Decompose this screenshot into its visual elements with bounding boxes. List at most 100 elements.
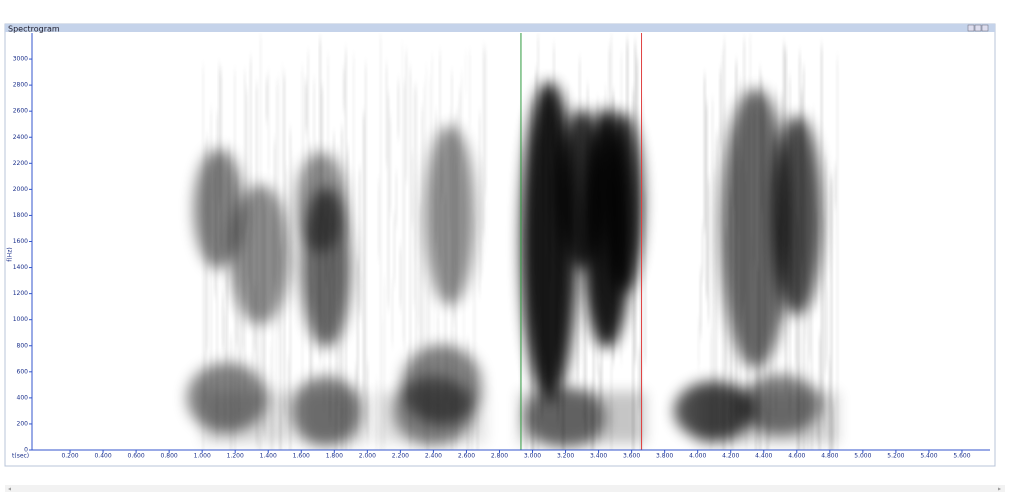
x-tick-label: 3.400 (590, 453, 607, 460)
spectral-streak (359, 169, 361, 314)
spectral-streak (481, 158, 483, 277)
spectral-streak (644, 194, 646, 363)
y-tick-label: 1200 (13, 290, 28, 297)
spectral-streak (719, 70, 721, 146)
spectral-streak (642, 100, 644, 165)
spectral-streak (706, 103, 708, 297)
spectral-streak (399, 247, 401, 307)
spectral-streak (361, 276, 363, 324)
x-tick-label: 3.800 (656, 453, 673, 460)
x-tick-label: 3.600 (623, 453, 640, 460)
spectral-streak (389, 116, 391, 214)
y-tick-label: 2200 (13, 160, 28, 167)
y-axis-label: f(Hz) (7, 247, 14, 261)
spectral-streak (387, 93, 389, 307)
y-tick-label: 1600 (13, 238, 28, 245)
spectral-streak (485, 49, 487, 193)
spectral-streak (411, 153, 413, 225)
formant (425, 125, 475, 305)
formant (393, 376, 473, 446)
x-tick-label: 2.800 (491, 453, 508, 460)
spectral-streak (421, 107, 423, 349)
spectral-streak (291, 152, 293, 282)
spectral-streak (417, 269, 419, 325)
spectral-streak (405, 52, 407, 183)
x-tick-label: 5.600 (953, 453, 970, 460)
x-tick-label: 1.200 (227, 453, 244, 460)
spectral-streak (305, 82, 307, 131)
minimize-button[interactable] (968, 25, 974, 31)
spectral-streak (461, 71, 463, 132)
formant (603, 112, 643, 292)
y-tick-label: 2400 (13, 134, 28, 141)
spectral-streak (391, 280, 393, 345)
x-axis-label: t(sec) (12, 453, 29, 460)
spectral-streak (403, 82, 405, 347)
y-tick-label: 3000 (13, 56, 28, 63)
spectral-streak (718, 135, 720, 230)
spectral-streak (825, 158, 827, 372)
x-tick-label: 4.400 (755, 453, 772, 460)
spectral-streak (401, 43, 403, 340)
spectral-streak (479, 113, 481, 295)
spectral-streak (307, 52, 309, 171)
spectral-streak (415, 86, 417, 377)
y-tick-label: 200 (17, 420, 29, 427)
y-tick-label: 2600 (13, 108, 28, 115)
x-tick-label: 2.000 (359, 453, 376, 460)
spectral-streak (827, 287, 829, 361)
y-tick-label: 800 (17, 342, 29, 349)
maximize-button[interactable] (975, 25, 981, 31)
x-tick-label: 5.400 (920, 453, 937, 460)
spectral-streak (700, 270, 702, 336)
x-tick-label: 0.600 (128, 453, 145, 460)
scroll-left[interactable]: ◂ (8, 486, 11, 493)
spectral-streak (708, 180, 710, 322)
y-tick-label: 2800 (13, 82, 28, 89)
spectral-streak (386, 65, 388, 166)
x-tick-label: 4.800 (821, 453, 838, 460)
formant (291, 376, 361, 446)
spectral-streak (834, 165, 836, 206)
spectral-streak (702, 223, 704, 279)
x-tick-label: 2.600 (458, 453, 475, 460)
x-tick-label: 4.000 (689, 453, 706, 460)
spectral-streak (266, 79, 268, 122)
spectral-streak (397, 81, 399, 137)
formant (230, 185, 290, 325)
x-tick-label: 0.400 (94, 453, 111, 460)
formant (296, 152, 346, 252)
x-tick-label: 1.800 (326, 453, 343, 460)
formant (526, 387, 606, 447)
x-tick-label: 1.600 (293, 453, 310, 460)
page: Spectrogram 0200400600800100012001400160… (0, 0, 1010, 493)
x-tick-label: 1.400 (260, 453, 277, 460)
spectral-streak (226, 271, 228, 367)
window-frame (5, 24, 995, 466)
window-buttons[interactable] (968, 25, 988, 31)
close-button[interactable] (982, 25, 988, 31)
spectral-streak (465, 52, 467, 95)
title-bar (5, 24, 995, 32)
spectral-streak (222, 295, 224, 350)
spectral-streak (281, 65, 283, 224)
x-tick-label: 4.200 (722, 453, 739, 460)
spectrogram-window: Spectrogram 0200400600800100012001400160… (0, 0, 1010, 493)
y-tick-label: 1000 (13, 316, 28, 323)
spectral-streak (378, 180, 380, 258)
x-tick-label: 3.200 (557, 453, 574, 460)
scroll-right[interactable]: ▸ (998, 486, 1001, 493)
spectral-streak (268, 71, 270, 172)
spectral-streak (353, 56, 355, 238)
formant (740, 374, 820, 434)
spectral-streak (363, 113, 365, 394)
spectral-streak (393, 213, 395, 283)
horizontal-scrollbar[interactable] (5, 485, 1005, 492)
spectral-streak (704, 76, 706, 231)
formant (187, 363, 267, 433)
spectral-streak (698, 318, 700, 369)
spectral-streak (413, 86, 415, 305)
y-tick-label: 2000 (13, 186, 28, 193)
spectral-streak (395, 173, 397, 226)
spectral-streak (357, 260, 359, 389)
